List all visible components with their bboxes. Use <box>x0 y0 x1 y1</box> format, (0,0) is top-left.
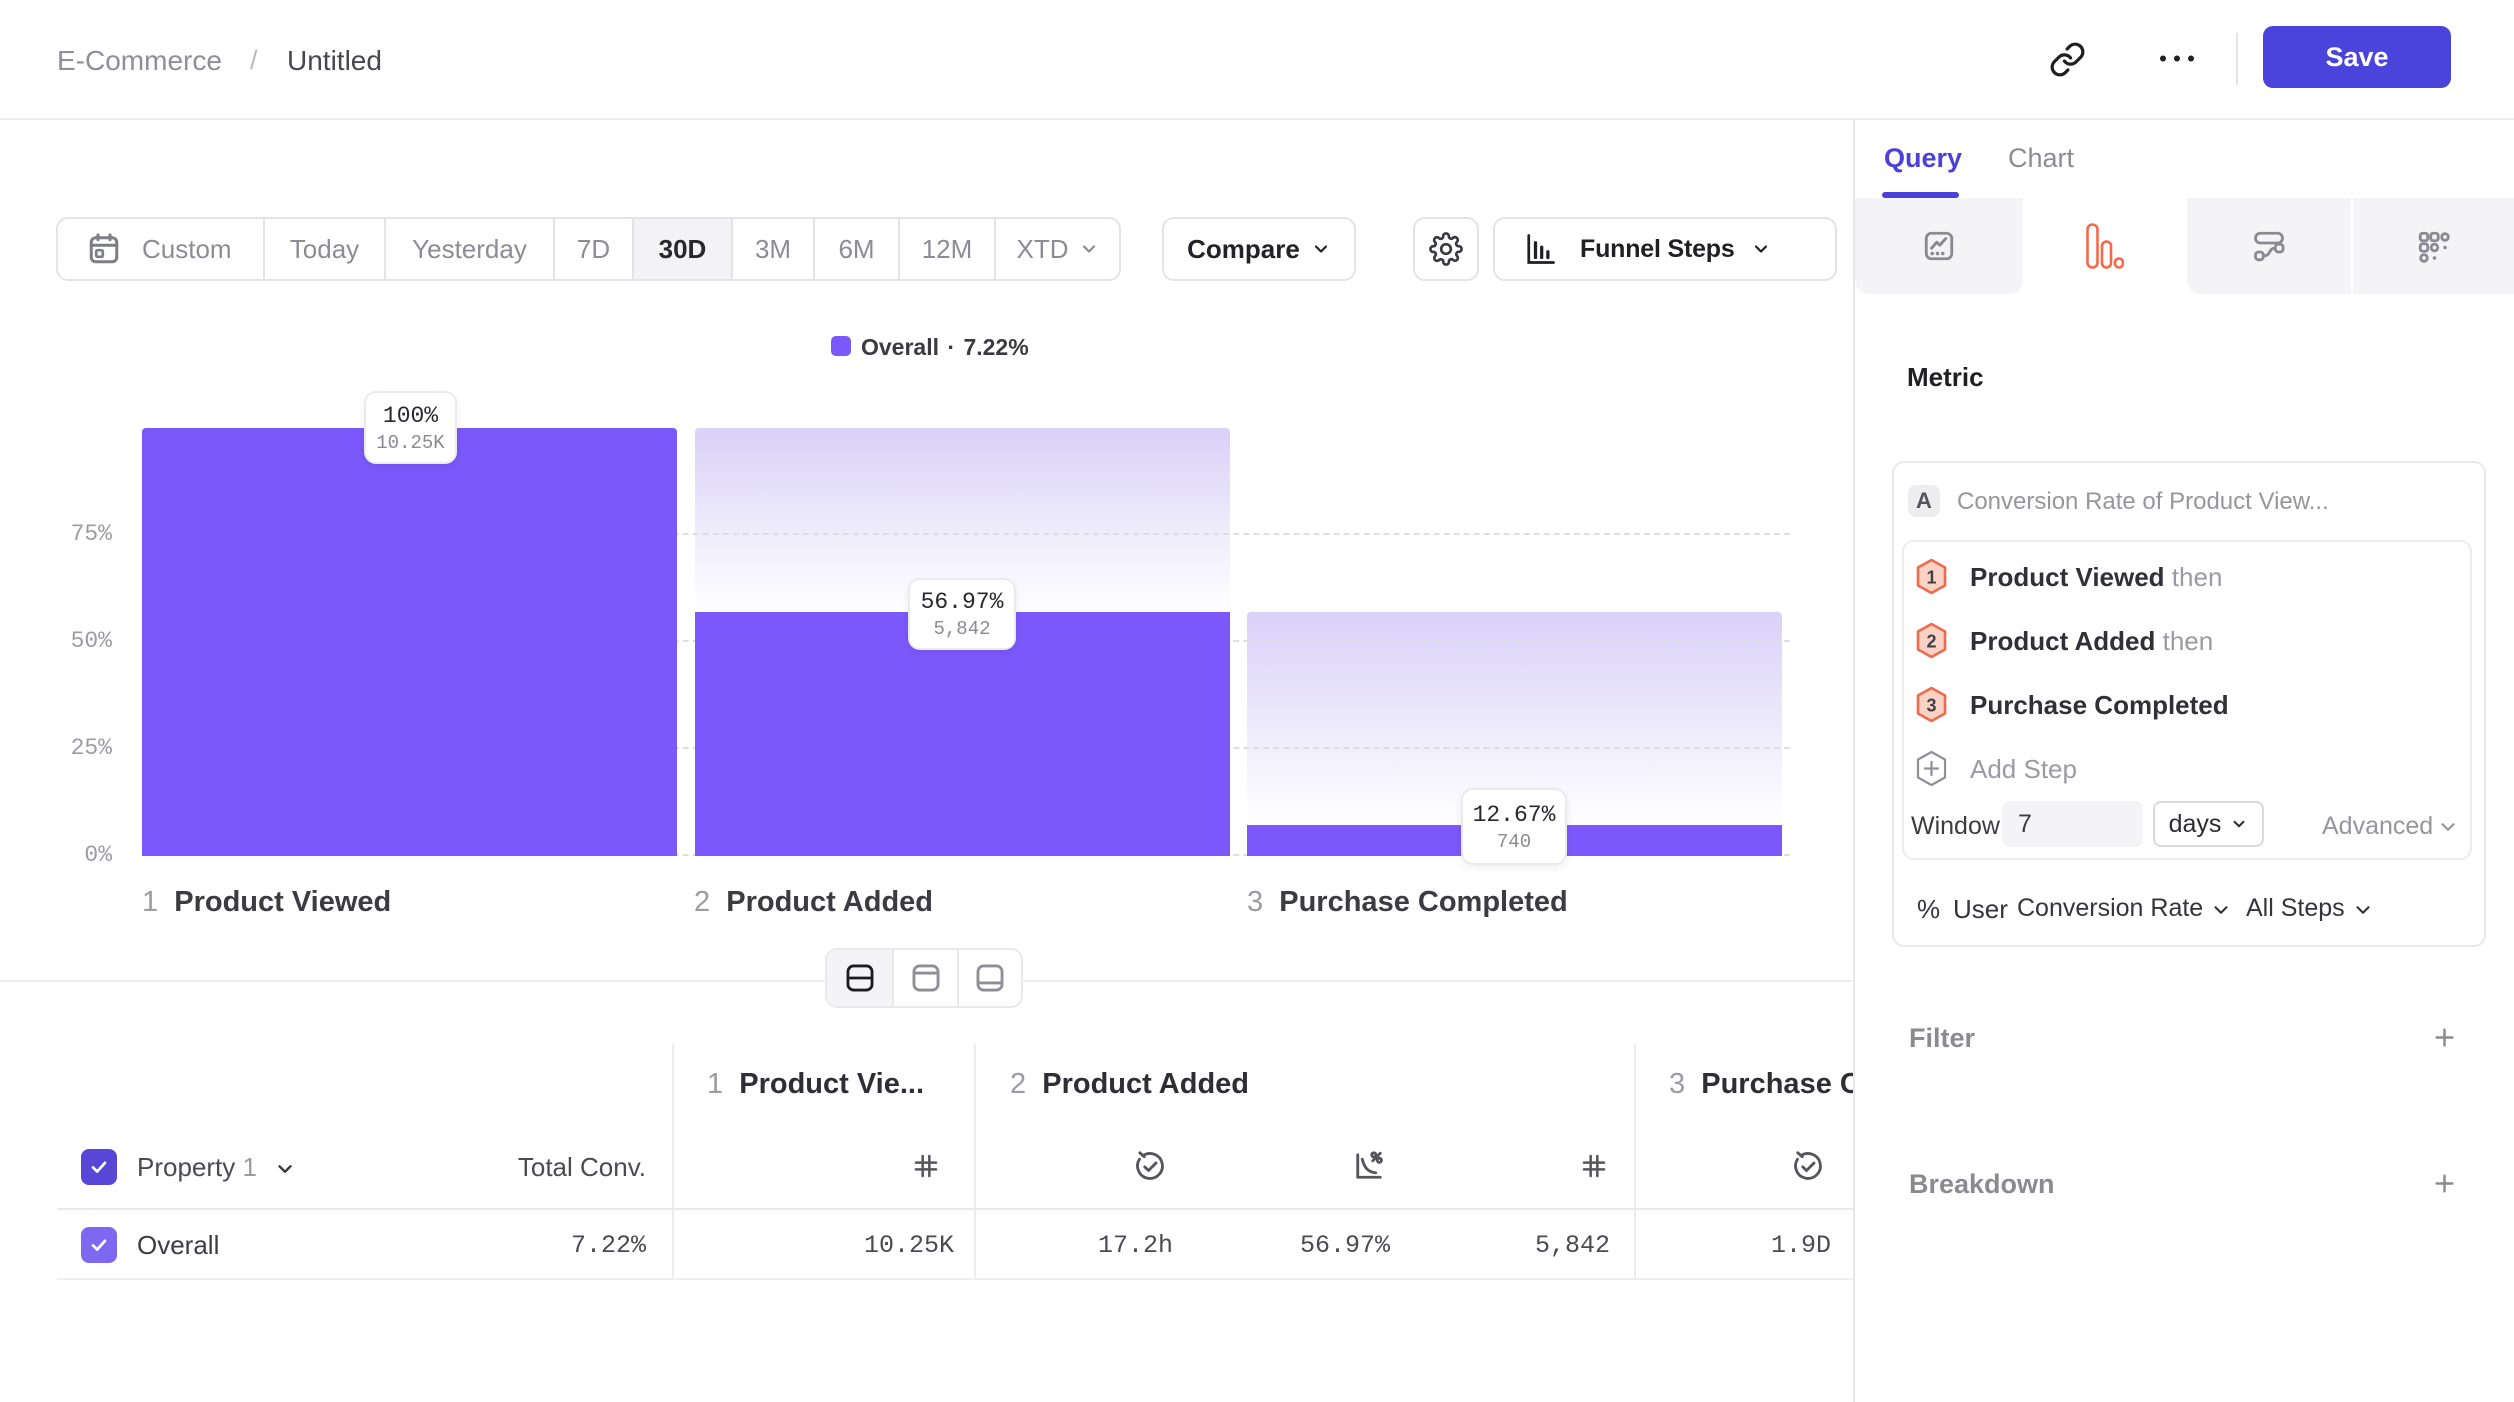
svg-text:3: 3 <box>1926 696 1936 716</box>
svg-text:1: 1 <box>1926 568 1936 588</box>
svg-text:2: 2 <box>1926 632 1936 652</box>
